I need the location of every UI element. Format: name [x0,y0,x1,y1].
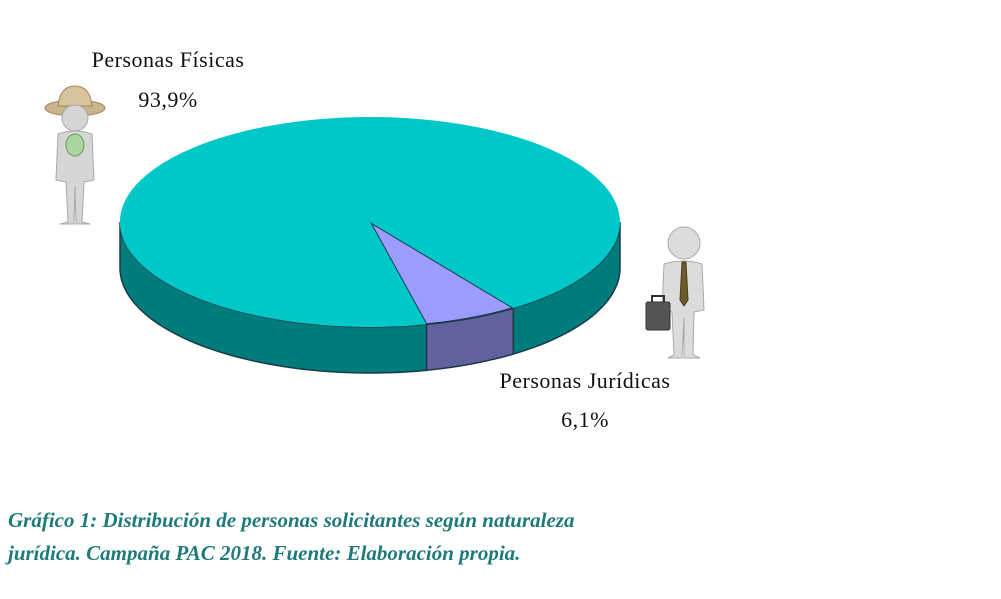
caption: jurídica. Campaña PAC 2018. Fuente: Elab… [5,541,520,565]
slice-value-label: 93,9% [138,87,197,112]
slice-side [512,221,621,356]
pie [119,117,621,374]
slice-value-label: 6,1% [561,407,609,432]
figure-business [645,226,705,359]
slice-label: Personas Jurídicas [500,368,671,393]
caption: Gráfico 1: Distribución de personas soli… [8,508,574,532]
slice-label: Personas Físicas [92,47,245,72]
slice [119,117,620,328]
figure-farmer [44,85,106,225]
slice [369,221,515,326]
